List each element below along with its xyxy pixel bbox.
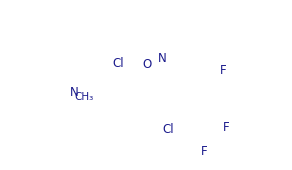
- Text: F: F: [220, 64, 227, 76]
- Text: F: F: [223, 121, 229, 134]
- Text: N: N: [158, 52, 167, 65]
- Text: Cl: Cl: [113, 57, 124, 70]
- Text: F: F: [201, 145, 208, 158]
- Text: Cl: Cl: [163, 123, 174, 136]
- Text: N: N: [69, 86, 78, 99]
- Text: CH₃: CH₃: [74, 92, 93, 102]
- Text: O: O: [142, 58, 152, 71]
